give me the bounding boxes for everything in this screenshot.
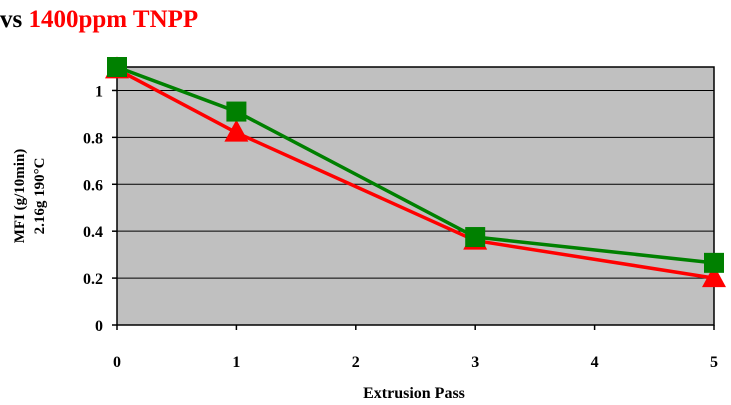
y-tick-label-5: 1 (95, 83, 103, 100)
y-tick-label-4: 0.8 (83, 130, 103, 147)
y-tick-label-2: 0.4 (83, 224, 103, 241)
series-2-line (116, 65, 715, 265)
plot-area (116, 66, 715, 326)
y-tick-label-1: 0.2 (83, 271, 103, 288)
x-tick-label-2: 2 (352, 354, 360, 371)
axes: 0 0.2 0.4 0.6 0.8 1 0 1 2 3 4 5 (83, 83, 718, 371)
series-2-point-3 (704, 252, 724, 273)
series-1-point-3 (702, 265, 726, 288)
x-tick-label-0: 0 (113, 354, 121, 371)
series-2-point-0 (107, 57, 127, 77)
y-tick-label-3: 0.6 (83, 177, 103, 194)
series-1-point-1 (224, 119, 249, 142)
y-axis-title-line-2: 2.16g 190°C (32, 158, 48, 235)
y-axis-title-line-1: MFI (g/10min) (12, 149, 28, 244)
grid-lines (117, 89, 714, 279)
series-1-line (116, 67, 715, 280)
x-tick-label-3: 3 (471, 354, 479, 371)
x-tick-label-4: 4 (591, 354, 599, 371)
chart-title-part-2: 1400ppm TNPP (28, 6, 199, 33)
series-2-point-2 (465, 227, 486, 248)
chart-title-part-1: vs (0, 6, 29, 33)
x-tick-label-1: 1 (232, 354, 240, 371)
series-2-point-1 (226, 101, 247, 122)
x-tick-label-5: 5 (710, 354, 718, 371)
x-axis-title: Extrusion Pass (363, 385, 465, 402)
chart-title: vs 1400ppm TNPP (0, 4, 198, 36)
y-tick-label-0: 0 (95, 318, 103, 335)
series-layer (105, 56, 726, 288)
